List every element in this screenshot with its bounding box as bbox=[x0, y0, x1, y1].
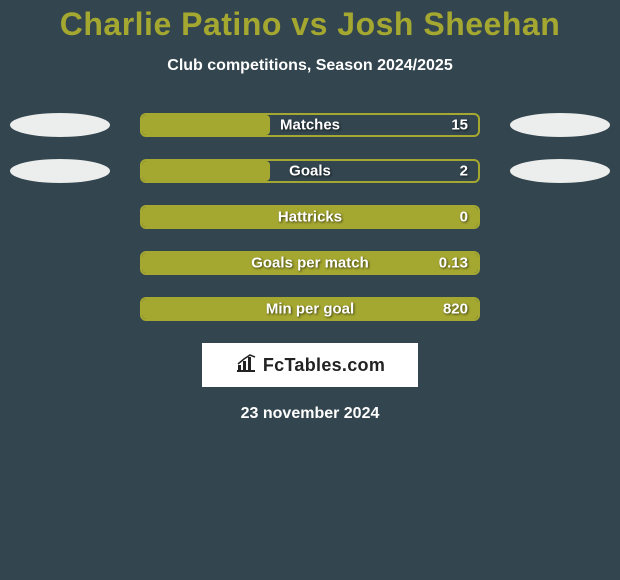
left-ellipse bbox=[10, 113, 110, 137]
stat-label: Min per goal bbox=[266, 301, 354, 318]
stat-row: Min per goal 820 bbox=[0, 297, 620, 321]
left-ellipse bbox=[10, 159, 110, 183]
stat-bar-fill bbox=[142, 115, 270, 135]
right-ellipse bbox=[510, 113, 610, 137]
logo-box: FcTables.com bbox=[202, 343, 418, 387]
stat-label: Hattricks bbox=[278, 209, 342, 226]
stat-row: Goals 2 bbox=[0, 159, 620, 183]
stat-bar-fill bbox=[142, 161, 270, 181]
stat-label: Matches bbox=[280, 117, 340, 134]
stat-label: Goals bbox=[289, 163, 331, 180]
stat-rows: Matches 15 Goals 2 Hattricks 0 Goals per match… bbox=[0, 113, 620, 321]
subtitle: Club competitions, Season 2024/2025 bbox=[0, 57, 620, 75]
stat-label: Goals per match bbox=[251, 255, 369, 272]
stat-bar: Min per goal 820 bbox=[140, 297, 480, 321]
stat-value: 0.13 bbox=[439, 255, 468, 272]
date-label: 23 november 2024 bbox=[0, 405, 620, 423]
page-title: Charlie Patino vs Josh Sheehan bbox=[0, 0, 620, 43]
stat-bar: Goals per match 0.13 bbox=[140, 251, 480, 275]
stat-row: Goals per match 0.13 bbox=[0, 251, 620, 275]
stat-bar: Matches 15 bbox=[140, 113, 480, 137]
stat-row: Matches 15 bbox=[0, 113, 620, 137]
stat-value: 15 bbox=[451, 117, 468, 134]
right-ellipse bbox=[510, 159, 610, 183]
stat-value: 2 bbox=[460, 163, 468, 180]
stat-row: Hattricks 0 bbox=[0, 205, 620, 229]
stat-value: 820 bbox=[443, 301, 468, 318]
stat-bar: Hattricks 0 bbox=[140, 205, 480, 229]
stat-bar: Goals 2 bbox=[140, 159, 480, 183]
logo-text: FcTables.com bbox=[263, 355, 385, 376]
stat-value: 0 bbox=[460, 209, 468, 226]
chart-icon bbox=[235, 353, 257, 378]
